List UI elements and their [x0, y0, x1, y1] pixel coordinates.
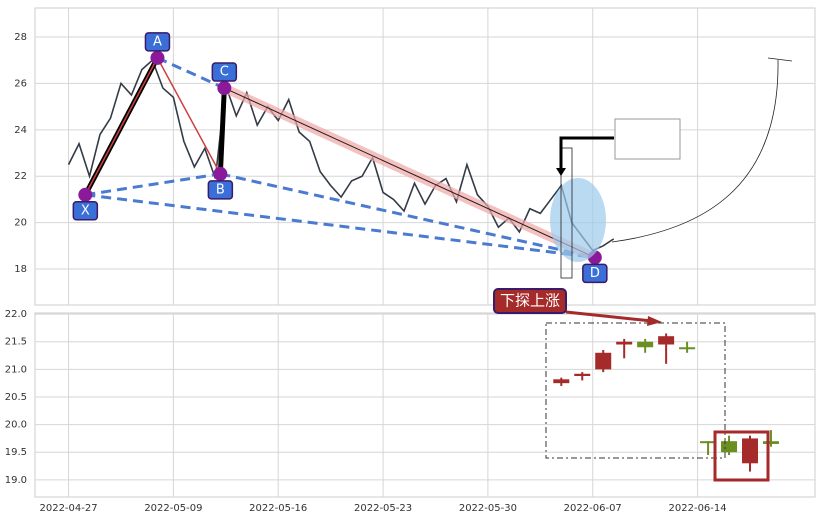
x-tick-label: 2022-06-14	[669, 503, 727, 514]
y-tick-label: 28	[14, 32, 27, 43]
pattern-point	[78, 187, 93, 202]
x-tick-label: 2022-06-07	[564, 503, 622, 514]
arrow-head	[556, 168, 566, 176]
candle-body	[700, 441, 717, 444]
red-box	[713, 430, 770, 482]
y-tick-label: 19.0	[5, 475, 27, 486]
connector	[611, 59, 779, 243]
y-tick-label: 21.0	[5, 364, 27, 375]
annotation-arrow-head	[647, 316, 662, 326]
pattern-line	[84, 57, 159, 196]
pattern-point	[150, 50, 165, 65]
annotation: 下探上涨	[500, 292, 560, 310]
candle-body	[762, 441, 779, 444]
candle-body	[721, 441, 738, 453]
thumbnail	[614, 118, 681, 160]
pattern-label-box	[207, 180, 234, 200]
y-tick-label: 26	[14, 78, 27, 89]
x-tick-label: 2022-05-16	[249, 503, 307, 514]
y-tick-label: 24	[14, 125, 27, 136]
candle-body	[553, 379, 570, 384]
annotation-arrow	[565, 310, 653, 323]
y-tick-label: 19.5	[5, 447, 27, 458]
candle-body	[679, 347, 696, 350]
pattern-point	[217, 81, 232, 96]
y-tick-label: 21.5	[5, 337, 27, 348]
pattern-label: X	[81, 203, 90, 218]
dashed-box	[545, 322, 726, 459]
pattern-label: A	[153, 34, 162, 49]
pattern-label: D	[590, 266, 600, 281]
y-tick-label: 20.0	[5, 420, 27, 431]
candle-body	[637, 341, 654, 348]
x-tick-label: 2022-04-27	[39, 503, 97, 514]
y-tick-label: 20	[14, 218, 27, 229]
pattern-label-box	[211, 62, 238, 82]
pattern-label-box	[144, 32, 171, 52]
y-tick-label: 22.0	[5, 309, 27, 320]
pattern-line	[224, 87, 596, 258]
pattern-line	[85, 172, 221, 197]
pattern-label: B	[216, 182, 225, 197]
pattern-label-box	[582, 263, 608, 284]
arrow	[559, 136, 614, 172]
pattern-label-box	[72, 201, 99, 221]
candle-body	[742, 438, 758, 464]
candle-body	[616, 341, 633, 345]
marker-box	[560, 147, 573, 279]
bottom-panel	[34, 312, 816, 498]
candle-body	[574, 373, 591, 376]
pattern-point	[213, 166, 228, 181]
candle-body	[595, 352, 612, 370]
y-tick-label: 22	[14, 171, 27, 182]
y-tick-label: 20.5	[5, 392, 27, 403]
pattern-line	[156, 56, 225, 90]
pattern-line	[85, 193, 596, 259]
connector-end	[767, 57, 793, 62]
x-tick-label: 2022-05-09	[144, 503, 202, 514]
pattern-label: C	[220, 65, 229, 80]
annotation-box	[493, 288, 567, 314]
x-tick-label: 2022-05-23	[354, 503, 412, 514]
highlight	[550, 178, 606, 262]
candle-body	[658, 336, 675, 345]
top-panel	[34, 7, 816, 306]
y-tick-label: 18	[14, 264, 27, 275]
x-tick-label: 2022-05-30	[459, 503, 517, 514]
pattern-line	[156, 57, 222, 175]
pattern-line	[217, 87, 227, 175]
